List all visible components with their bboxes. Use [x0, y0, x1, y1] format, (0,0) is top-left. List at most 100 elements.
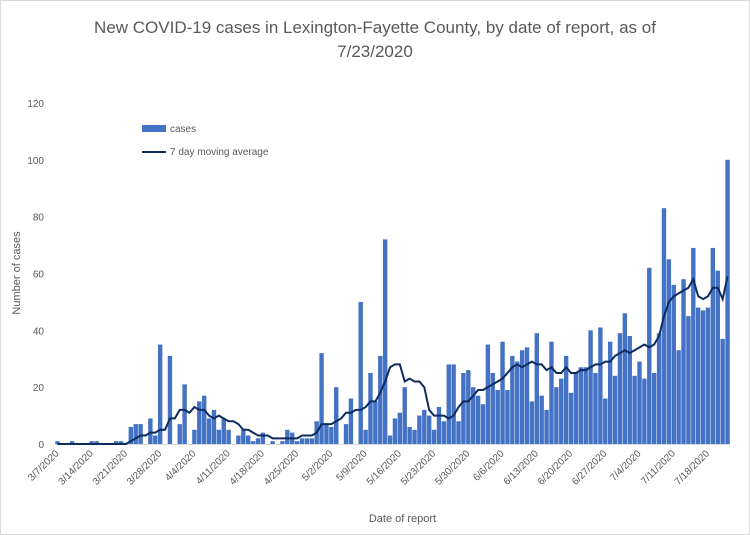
y-tick-label: 100 [27, 156, 44, 167]
bar [647, 267, 652, 444]
bar [157, 344, 163, 444]
bar [334, 387, 339, 444]
bar [236, 435, 241, 444]
bar [515, 361, 520, 444]
x-tick-label: 3/14/2020 [57, 448, 97, 488]
bar [446, 364, 451, 444]
bar [201, 395, 207, 444]
bar [637, 361, 642, 444]
bar [304, 438, 310, 444]
bar [583, 367, 588, 444]
x-tick-label: 6/13/2020 [502, 448, 542, 488]
x-tick-label: 5/2/2020 [300, 448, 336, 484]
bar [475, 395, 481, 444]
bar [456, 421, 461, 444]
bar [627, 336, 632, 444]
x-tick-label: 4/4/2020 [163, 448, 199, 484]
bar [593, 372, 598, 444]
bar [441, 421, 447, 444]
y-tick-label: 120 [27, 99, 44, 110]
bar [128, 426, 134, 444]
bar [378, 355, 383, 444]
bar [412, 429, 417, 444]
bar [603, 398, 608, 444]
bar [426, 415, 432, 444]
bar [519, 350, 525, 444]
x-tick-label: 5/30/2020 [433, 448, 473, 488]
y-tick-label: 0 [38, 440, 44, 451]
bar [69, 441, 75, 444]
bar [113, 441, 119, 444]
bar [544, 409, 549, 444]
x-tick-label: 3/21/2020 [91, 448, 131, 488]
bar [373, 401, 378, 445]
bar [133, 424, 138, 444]
bar [500, 341, 505, 444]
x-tick-label: 4/18/2020 [228, 448, 268, 488]
bar [466, 370, 471, 444]
x-tick-label: 3/28/2020 [125, 448, 165, 488]
bar [270, 441, 275, 444]
bar [563, 355, 569, 444]
bar [495, 390, 500, 444]
bar [89, 441, 94, 444]
bar [578, 367, 584, 444]
bar [177, 424, 182, 444]
bar [554, 387, 559, 444]
bar [622, 313, 628, 444]
bar [221, 418, 226, 444]
bar [167, 355, 173, 444]
bar [651, 372, 657, 444]
bar [671, 284, 676, 444]
bar [246, 435, 251, 444]
y-tick-label: 60 [33, 270, 45, 281]
bar [700, 310, 706, 444]
legend-swatch-cases [142, 125, 166, 132]
bar [216, 429, 222, 444]
bar [241, 429, 246, 444]
x-axis-ticks: 3/7/20203/14/20203/21/20203/28/20204/4/2… [26, 448, 712, 488]
bar [617, 333, 623, 444]
y-axis-title: Number of cases [11, 231, 23, 315]
chart-title-line-1: New COVID-19 cases in Lexington-Fayette … [94, 18, 656, 37]
bar [368, 372, 373, 444]
bar [510, 355, 515, 444]
bar [676, 350, 681, 444]
bar [197, 401, 202, 445]
bar [573, 372, 579, 444]
bar [392, 418, 398, 444]
bar [422, 409, 427, 444]
bar [255, 438, 261, 444]
bar [329, 426, 334, 444]
bar [206, 418, 212, 444]
bar [715, 270, 720, 444]
bar [324, 424, 329, 444]
bar [387, 435, 393, 444]
bar [451, 364, 456, 444]
bar [294, 441, 300, 444]
bar [607, 341, 613, 444]
bar [524, 347, 530, 444]
bar [691, 247, 696, 444]
bar [319, 353, 324, 444]
x-tick-label: 3/7/2020 [26, 448, 62, 484]
x-axis-title: Date of report [369, 513, 436, 525]
bar [480, 404, 486, 444]
bar [431, 429, 437, 444]
chart-title-line-2: 7/23/2020 [337, 42, 413, 61]
bar [485, 344, 491, 444]
bar [417, 415, 422, 444]
bar [363, 429, 368, 444]
x-tick-label: 7/18/2020 [673, 448, 713, 488]
bar [358, 301, 363, 444]
bar [94, 441, 99, 444]
bar [559, 378, 564, 444]
x-tick-label: 4/25/2020 [262, 448, 302, 488]
bar [402, 387, 407, 444]
bar [182, 384, 187, 444]
bar [725, 159, 730, 444]
chart-title: New COVID-19 cases in Lexington-Fayette … [0, 16, 750, 64]
bar [348, 398, 354, 444]
bar [490, 372, 495, 444]
